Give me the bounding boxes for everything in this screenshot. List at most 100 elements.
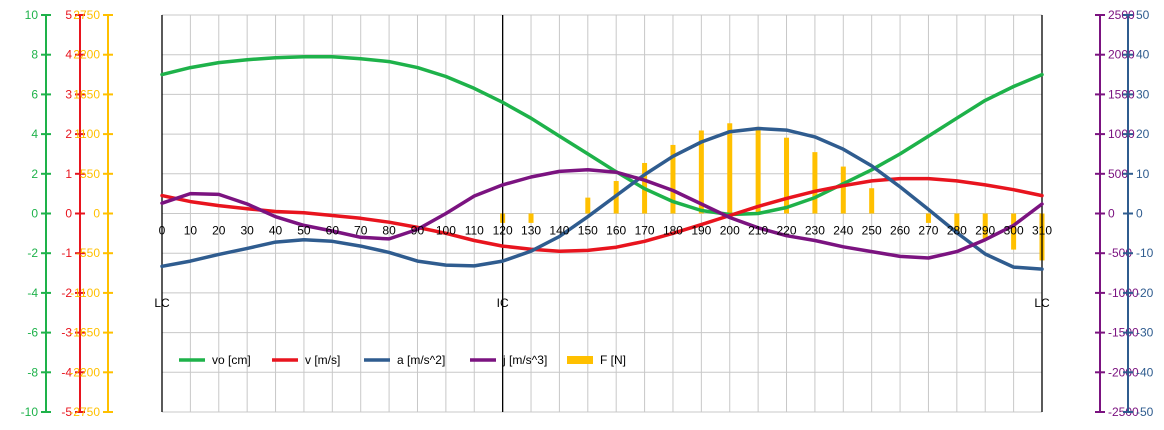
axis-tick-label: 5 [65,8,72,22]
legend-label: vo [cm] [212,353,251,367]
axis-tick-label: -20 [1136,286,1154,300]
force-bar [925,213,931,223]
axis-tick-label: 40 [1136,48,1150,62]
x-tick-label: 60 [326,224,340,238]
axis-tick-label: -50 [1136,405,1154,419]
force-bar [812,152,818,214]
axis-tick-label: 50 [1136,8,1150,22]
force-bar [954,213,960,232]
series-line [160,126,1044,271]
axis-tick-label: -2750 [69,405,100,419]
x-tick-labels: 0 10 20 30 40 50 60 70 80 90 100 110 120 130 140 150 160… [159,224,1053,238]
legend: vo [cm] v [m/s] a [m/s^2] j [m/s^3] F [N] [179,353,626,367]
x-tick-label: 50 [297,224,311,238]
x-tick-label: 300 [1004,224,1024,238]
marker-label: IC [497,296,509,310]
legend-item: j [m/s^3] [470,353,547,367]
x-tick-label: 150 [578,224,598,238]
axis-tick-label: -4 [27,286,38,300]
axis-tick-label: -6 [27,326,38,340]
series-line [160,54,1044,217]
legend-item: F [N] [567,353,626,367]
legend-swatch [567,356,593,364]
x-tick-label: 120 [493,224,513,238]
series-line [160,176,1044,253]
x-tick-label: 20 [212,224,226,238]
axis-tick-label: 0 [65,207,72,221]
x-tick-label: 260 [890,224,910,238]
force-bar [585,197,591,214]
force-bar [528,213,534,223]
axis-tick-label: 10 [1136,167,1150,181]
x-tick-label: 110 [465,224,484,238]
axis-tick-label: 0 [31,207,38,221]
x-tick-label: 0 [159,224,166,238]
axis-tick-label: -1 [61,246,72,260]
axis-tick-label: 1100 [74,127,100,141]
axis-tick-label: 1650 [73,87,100,101]
marker-label: LC [1034,296,1050,310]
axis-tick-label: -10 [1136,246,1154,260]
legend-label: j [m/s^3] [502,353,547,367]
axis-tick-label: -30 [1136,326,1154,340]
axis-tick-label: 1 [65,167,72,181]
axis-tick-label: -1650 [69,326,100,340]
axis-tick-label: 6 [31,87,38,101]
x-tick-label: 210 [748,224,768,238]
axis-tick-label: 10 [25,8,39,22]
axis-tick-label: 2 [31,167,38,181]
axis-tick-label: 0 [1108,207,1115,221]
x-tick-label: 250 [862,224,882,238]
legend-label: F [N] [600,353,626,367]
axis-tick-label: 8 [31,48,38,62]
x-tick-label: 290 [975,224,995,238]
series-lines [160,54,1044,271]
axis-tick-label: -550 [76,246,100,260]
force-bar [727,123,733,214]
axis-tick-label: -10 [21,405,39,419]
axis-tick-label: -4 [61,365,72,379]
axis-tick-label: -1100 [70,286,100,300]
x-tick-label: 270 [918,224,938,238]
force-bar [982,213,988,239]
axis-tick-label: 3 [65,87,72,101]
axis-tick-label: 2 [65,127,72,141]
x-tick-label: 130 [521,224,541,238]
legend-item: vo [cm] [179,353,251,367]
axis-tick-label: 30 [1136,87,1150,101]
axis-tick-label: 0 [1136,207,1143,221]
axis-tick-label: -5 [61,405,72,419]
x-tick-label: 100 [436,224,456,238]
force-bar [869,188,875,214]
x-tick-label: 40 [269,224,283,238]
axis-tick-label: 550 [80,167,100,181]
force-bars [500,123,1045,261]
x-tick-label: 200 [720,224,740,238]
legend-item: a [m/s^2] [364,353,445,367]
axis-tick-label: -3 [61,326,72,340]
force-bar [784,137,790,214]
legend-item: v [m/s] [272,353,340,367]
x-tick-label: 140 [549,224,569,238]
axis-tick-label: 500 [1108,167,1128,181]
x-tick-label: 80 [382,224,396,238]
x-tick-label: 180 [663,224,683,238]
x-tick-label: 230 [805,224,825,238]
force-bar [1011,213,1017,250]
x-tick-label: 70 [354,224,368,238]
x-tick-label: 220 [777,224,797,238]
axis-tick-label: 2750 [73,8,100,22]
axis-tick-label: -500 [1108,246,1132,260]
x-tick-label: 30 [240,224,254,238]
axis-tick-label: 2200 [73,48,100,62]
x-tick-label: 190 [691,224,711,238]
cycle-markers: LC IC LC [154,15,1050,412]
axis-tick-label: -8 [27,365,38,379]
legend-label: a [m/s^2] [397,353,445,367]
x-tick-label: 240 [833,224,853,238]
marker-label: LC [154,296,170,310]
axis-tick-label: -2200 [69,365,100,379]
x-tick-label: 160 [606,224,626,238]
force-bar [698,130,704,214]
